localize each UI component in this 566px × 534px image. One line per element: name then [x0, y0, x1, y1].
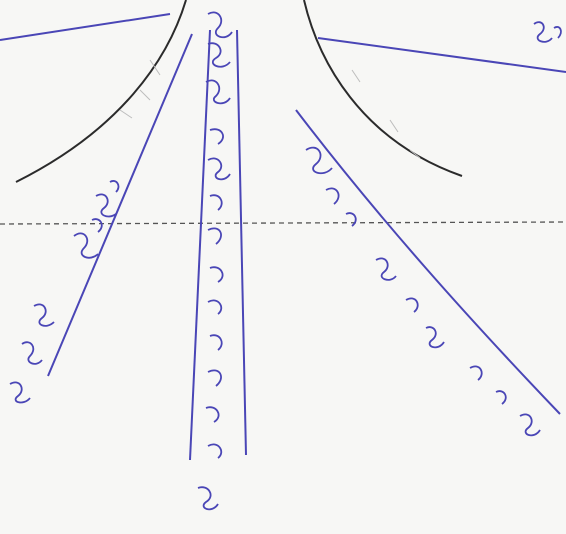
- branch-line-top-left: [0, 13, 171, 41]
- handwriting-strokes: [9, 11, 562, 511]
- pencil-shading: [119, 59, 421, 159]
- branch-line-center-left: [189, 29, 211, 461]
- branch-line-top-right: [317, 37, 566, 73]
- pencil-curve-left: [15, 0, 187, 183]
- pencil-curve-right: [303, 0, 463, 177]
- branch-line-left: [47, 33, 193, 377]
- branch-line-right: [295, 109, 561, 415]
- branch-line-center-right: [236, 29, 247, 456]
- dashed-baseline: [0, 221, 566, 225]
